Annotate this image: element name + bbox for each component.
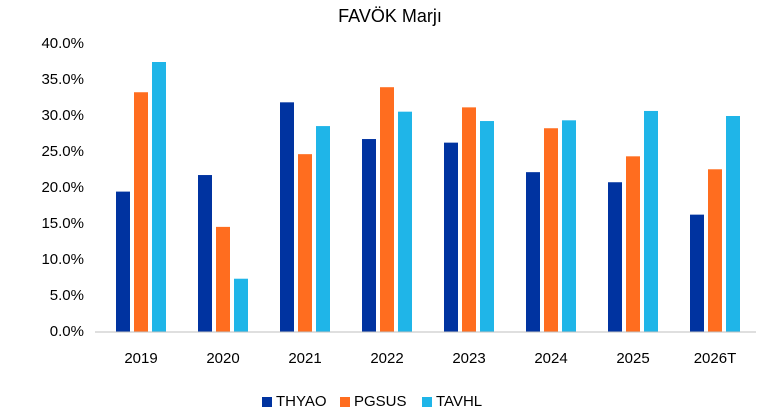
x-tick-label: 2023 xyxy=(452,350,485,367)
bar xyxy=(216,226,230,332)
x-tick-label: 2025 xyxy=(616,350,649,367)
bar xyxy=(644,110,658,333)
y-tick-label: 0.0% xyxy=(50,323,84,340)
bar xyxy=(380,87,394,332)
bar xyxy=(152,62,166,332)
y-tick-label: 20.0% xyxy=(41,179,84,196)
x-tick-label: 2021 xyxy=(288,350,321,367)
y-tick-label: 15.0% xyxy=(41,215,84,232)
y-tick-label: 10.0% xyxy=(41,251,84,268)
bar xyxy=(708,169,722,332)
bar xyxy=(398,111,412,333)
bar xyxy=(690,214,704,332)
bar xyxy=(462,107,476,332)
y-tick-label: 5.0% xyxy=(50,287,84,304)
y-tick-label: 25.0% xyxy=(41,143,84,160)
bar xyxy=(198,175,212,332)
bar xyxy=(626,156,640,332)
bar xyxy=(298,154,312,332)
bar xyxy=(562,120,576,332)
x-tick-label: 2024 xyxy=(534,350,567,367)
y-tick-label: 35.0% xyxy=(41,71,84,88)
y-tick-label: 30.0% xyxy=(41,107,84,124)
legend-label: PGSUS xyxy=(354,393,407,410)
legend-swatch xyxy=(422,397,432,407)
x-tick-label: 2026T xyxy=(694,350,737,367)
bar xyxy=(134,92,148,333)
bar xyxy=(362,139,376,332)
x-tick-label: 2022 xyxy=(370,350,403,367)
y-tick-label: 40.0% xyxy=(41,35,84,52)
legend-label: TAVHL xyxy=(436,393,482,410)
bar xyxy=(608,182,622,332)
bar xyxy=(526,172,540,332)
x-tick-label: 2020 xyxy=(206,350,239,367)
legend-label: THYAO xyxy=(276,393,327,410)
x-tick-label: 2019 xyxy=(124,350,157,367)
bar xyxy=(116,191,130,332)
legend-swatch xyxy=(262,397,272,407)
bar xyxy=(726,116,740,332)
bar xyxy=(480,121,494,332)
bar xyxy=(280,102,294,332)
legend-swatch xyxy=(340,397,350,407)
bar xyxy=(444,142,458,332)
chart-title: FAVÖK Marjı xyxy=(338,6,442,26)
bar xyxy=(316,126,330,332)
bar xyxy=(544,128,558,332)
bar xyxy=(234,278,248,332)
